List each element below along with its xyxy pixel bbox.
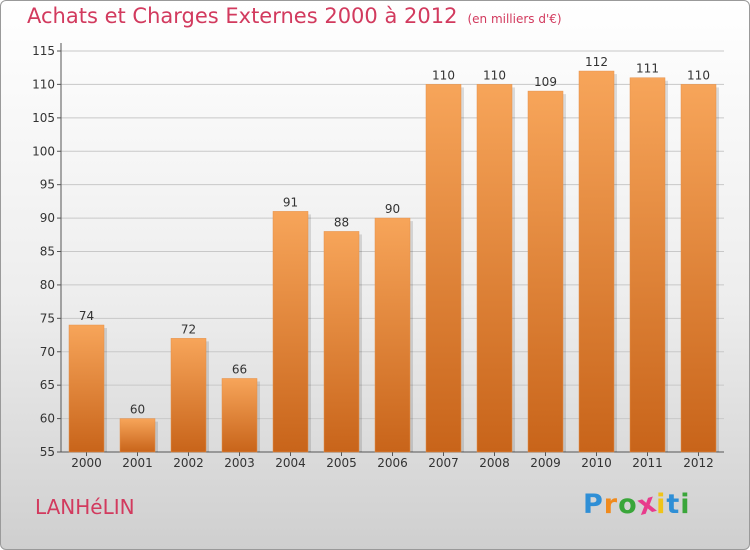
bar xyxy=(272,211,309,453)
logo-letter: P xyxy=(583,489,604,520)
bar xyxy=(578,70,615,453)
y-tick-label: 110 xyxy=(32,77,55,91)
y-tick-label: 85 xyxy=(40,245,55,259)
bar-value-label: 110 xyxy=(432,68,455,82)
x-tick-label: 2010 xyxy=(581,456,612,470)
y-tick-label: 75 xyxy=(40,311,55,325)
bar xyxy=(374,217,411,453)
chart-title-block: Achats et Charges Externes 2000 à 2012 (e… xyxy=(27,4,562,28)
bar xyxy=(425,84,462,453)
bar xyxy=(323,231,360,453)
bar-value-label: 112 xyxy=(585,55,608,69)
bar xyxy=(68,324,105,453)
y-tick-label: 90 xyxy=(40,211,55,225)
x-tick-label: 2011 xyxy=(632,456,663,470)
x-tick-label: 2008 xyxy=(479,456,510,470)
bar-value-label: 66 xyxy=(232,362,247,376)
y-tick-label: 60 xyxy=(40,412,55,426)
bar-value-label: 72 xyxy=(181,322,196,336)
x-tick-label: 2001 xyxy=(122,456,153,470)
bar xyxy=(476,84,513,453)
y-tick-label: 115 xyxy=(32,44,55,58)
x-tick-label: 2000 xyxy=(71,456,102,470)
x-tick-label: 2009 xyxy=(530,456,561,470)
y-tick-label: 55 xyxy=(40,445,55,459)
bar xyxy=(527,90,564,453)
place-name: LANHéLIN xyxy=(35,495,135,519)
bar-value-label: 109 xyxy=(534,75,557,89)
bar-value-label: 91 xyxy=(283,195,298,209)
y-tick-label: 100 xyxy=(32,144,55,158)
y-tick-label: 70 xyxy=(40,345,55,359)
chart-unit: (en milliers d'€) xyxy=(467,12,562,26)
logo-letter: i xyxy=(680,489,691,520)
y-tick-label: 65 xyxy=(40,378,55,392)
y-tick-label: 105 xyxy=(32,111,55,125)
x-tick-label: 2004 xyxy=(275,456,306,470)
x-tick-label: 2007 xyxy=(428,456,459,470)
bar-value-label: 110 xyxy=(483,68,506,82)
logo-letter: o xyxy=(618,489,638,520)
bar xyxy=(170,338,207,453)
y-tick-label: 95 xyxy=(40,178,55,192)
x-tick-label: 2005 xyxy=(326,456,357,470)
bar-value-label: 74 xyxy=(79,309,94,323)
x-tick-label: 2003 xyxy=(224,456,255,470)
bar-value-label: 110 xyxy=(687,68,710,82)
proxiti-logo: Proxiti xyxy=(583,487,691,522)
chart-title: Achats et Charges Externes 2000 à 2012 xyxy=(27,4,458,28)
bar xyxy=(629,77,666,453)
bar-value-label: 88 xyxy=(334,215,349,229)
labels: 55 60 65 70 75 80 85 90 95 100 105 110 115 74 2000 60 20… xyxy=(32,44,714,470)
bar-value-label: 111 xyxy=(636,62,659,76)
bars xyxy=(68,70,719,453)
bar xyxy=(119,418,156,453)
logo-letter: t xyxy=(666,489,681,520)
x-tick-label: 2012 xyxy=(683,456,714,470)
bar xyxy=(680,84,717,453)
logo-letter: i xyxy=(656,489,667,520)
x-tick-label: 2002 xyxy=(173,456,204,470)
logo-letter: r xyxy=(603,489,619,520)
x-tick-label: 2006 xyxy=(377,456,408,470)
y-tick-label: 80 xyxy=(40,278,55,292)
bar-value-label: 60 xyxy=(130,403,145,417)
bar xyxy=(221,378,258,453)
bar-value-label: 90 xyxy=(385,202,400,216)
